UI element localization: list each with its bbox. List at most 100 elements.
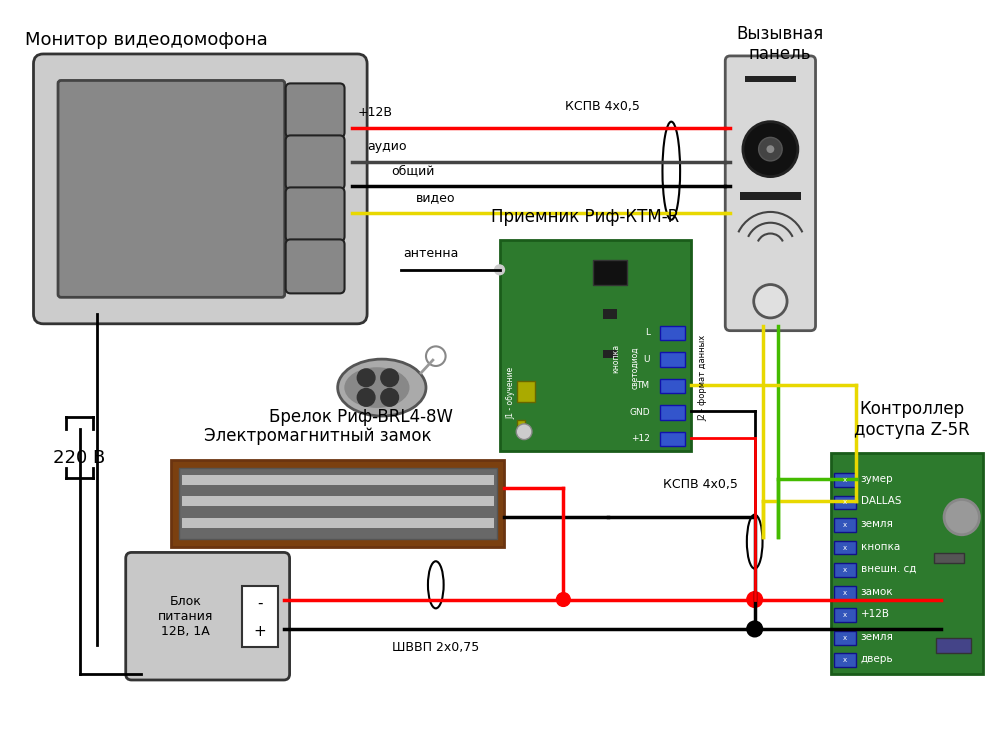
FancyBboxPatch shape bbox=[286, 83, 345, 137]
Text: земля: земля bbox=[861, 632, 894, 642]
Text: ШВВП 2х0,75: ШВВП 2х0,75 bbox=[392, 640, 479, 654]
Text: общий: общий bbox=[392, 164, 435, 178]
FancyBboxPatch shape bbox=[242, 586, 278, 647]
Text: видео: видео bbox=[416, 191, 456, 204]
Circle shape bbox=[516, 424, 532, 439]
FancyBboxPatch shape bbox=[500, 240, 691, 451]
Text: аудио: аудио bbox=[367, 140, 407, 153]
Circle shape bbox=[495, 265, 504, 275]
FancyBboxPatch shape bbox=[834, 608, 856, 622]
Circle shape bbox=[759, 137, 782, 161]
Ellipse shape bbox=[338, 359, 426, 416]
FancyBboxPatch shape bbox=[660, 326, 685, 341]
Circle shape bbox=[747, 591, 763, 607]
Text: x: x bbox=[843, 545, 847, 550]
FancyBboxPatch shape bbox=[171, 461, 504, 547]
Bar bbox=[603, 309, 617, 319]
Text: -: - bbox=[257, 596, 263, 611]
Bar bbox=[182, 496, 494, 507]
Text: DALLAS: DALLAS bbox=[861, 496, 901, 507]
FancyBboxPatch shape bbox=[660, 405, 685, 420]
Circle shape bbox=[357, 389, 375, 406]
Text: x: x bbox=[843, 590, 847, 596]
FancyBboxPatch shape bbox=[126, 553, 290, 680]
Text: замок: замок bbox=[861, 587, 893, 596]
Circle shape bbox=[357, 369, 375, 387]
Circle shape bbox=[743, 121, 798, 177]
Circle shape bbox=[747, 621, 763, 637]
FancyBboxPatch shape bbox=[725, 56, 816, 330]
FancyBboxPatch shape bbox=[286, 135, 345, 189]
Text: Вызывная
панель: Вызывная панель bbox=[737, 25, 824, 64]
FancyBboxPatch shape bbox=[286, 240, 345, 293]
Text: внешн. сд: внешн. сд bbox=[861, 564, 916, 574]
Circle shape bbox=[381, 389, 399, 406]
Text: J2 - формат данных: J2 - формат данных bbox=[698, 335, 707, 421]
FancyBboxPatch shape bbox=[33, 54, 367, 324]
Bar bbox=[517, 381, 535, 402]
Text: +12В: +12В bbox=[861, 609, 890, 619]
Bar bbox=[182, 518, 494, 528]
Text: x: x bbox=[843, 477, 847, 482]
Text: x: x bbox=[843, 657, 847, 663]
Text: КСПВ 4х0,5: КСПВ 4х0,5 bbox=[663, 477, 738, 491]
Circle shape bbox=[944, 499, 979, 535]
Bar bbox=[745, 75, 796, 83]
Text: x: x bbox=[843, 499, 847, 505]
FancyBboxPatch shape bbox=[834, 541, 856, 554]
Circle shape bbox=[556, 593, 570, 607]
FancyBboxPatch shape bbox=[834, 586, 856, 599]
Text: +12: +12 bbox=[631, 434, 650, 443]
Circle shape bbox=[754, 284, 787, 318]
Circle shape bbox=[748, 622, 762, 636]
Text: L: L bbox=[645, 328, 650, 337]
Text: x: x bbox=[843, 522, 847, 528]
Circle shape bbox=[381, 369, 399, 387]
Text: Блок
питания
12В, 1А: Блок питания 12В, 1А bbox=[158, 595, 213, 637]
FancyBboxPatch shape bbox=[179, 468, 497, 539]
Text: Брелок Риф-BRL4-8W: Брелок Риф-BRL4-8W bbox=[269, 408, 453, 426]
FancyBboxPatch shape bbox=[834, 496, 856, 510]
Text: +: + bbox=[254, 624, 267, 640]
Bar bbox=[593, 260, 627, 284]
FancyBboxPatch shape bbox=[834, 473, 856, 487]
Text: Контроллер
доступа Z-5R: Контроллер доступа Z-5R bbox=[854, 400, 970, 439]
Text: x: x bbox=[843, 567, 847, 573]
FancyBboxPatch shape bbox=[286, 187, 345, 241]
Text: 220 В: 220 В bbox=[53, 449, 106, 467]
FancyBboxPatch shape bbox=[660, 379, 685, 393]
Text: TM: TM bbox=[637, 381, 650, 390]
Text: кнопка: кнопка bbox=[861, 542, 900, 551]
Text: x: x bbox=[843, 613, 847, 618]
Text: GND: GND bbox=[629, 408, 650, 417]
Bar bbox=[603, 350, 617, 358]
Text: Монитор видеодомофона: Монитор видеодомофона bbox=[25, 31, 268, 49]
Bar bbox=[934, 553, 964, 563]
Text: кнопка: кнопка bbox=[611, 344, 620, 373]
Text: светодиод: светодиод bbox=[630, 346, 639, 389]
Text: КСПВ 4х0,5: КСПВ 4х0,5 bbox=[565, 100, 640, 113]
FancyBboxPatch shape bbox=[660, 352, 685, 367]
Text: Приемник Риф-КТМ-R: Приемник Риф-КТМ-R bbox=[491, 208, 680, 226]
Text: дверь: дверь bbox=[861, 654, 893, 664]
Text: x: x bbox=[843, 635, 847, 641]
Text: земля: земля bbox=[861, 519, 894, 529]
Circle shape bbox=[748, 593, 762, 607]
FancyBboxPatch shape bbox=[834, 563, 856, 577]
Text: Электромагнитный замок: Электромагнитный замок bbox=[204, 428, 432, 445]
Bar bbox=[936, 637, 971, 653]
Bar bbox=[740, 192, 801, 200]
Circle shape bbox=[766, 145, 774, 153]
Ellipse shape bbox=[345, 368, 409, 407]
Text: U: U bbox=[643, 355, 650, 363]
FancyBboxPatch shape bbox=[834, 518, 856, 532]
Text: антенна: антенна bbox=[403, 247, 459, 260]
Text: зумер: зумер bbox=[861, 474, 893, 484]
FancyBboxPatch shape bbox=[831, 453, 983, 674]
Bar bbox=[182, 475, 494, 485]
FancyBboxPatch shape bbox=[660, 432, 685, 447]
FancyBboxPatch shape bbox=[58, 80, 285, 298]
Text: J1 - обучение: J1 - обучение bbox=[507, 366, 516, 419]
Text: +12В: +12В bbox=[357, 106, 392, 118]
FancyBboxPatch shape bbox=[834, 631, 856, 645]
